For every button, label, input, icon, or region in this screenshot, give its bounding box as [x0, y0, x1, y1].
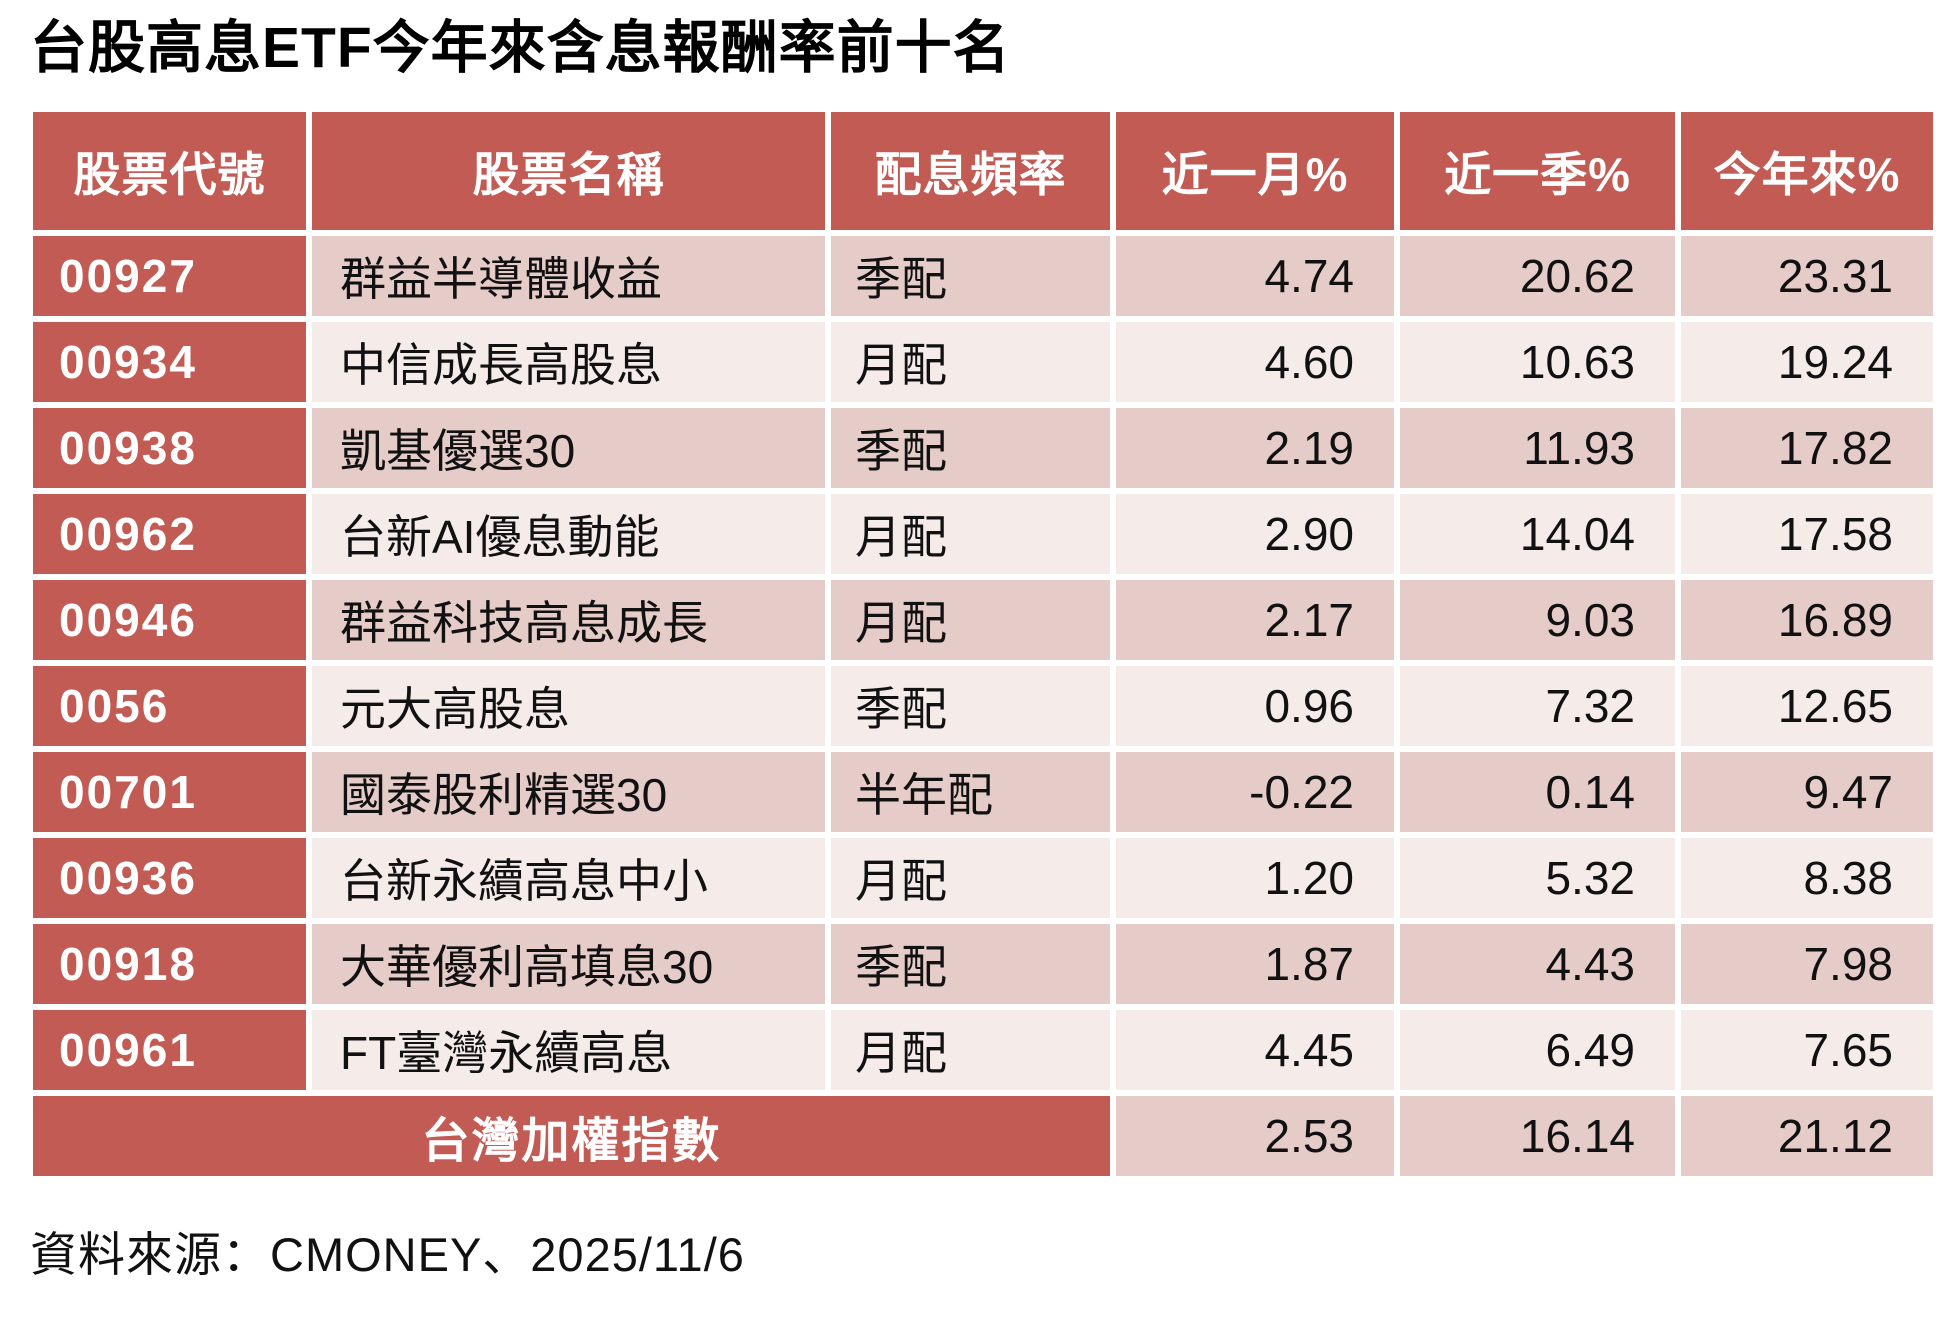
etf-code-cell: 00938: [33, 407, 306, 488]
column-header-stock-code: 股票代號: [33, 111, 306, 230]
data-source-note: 資料來源：CMONEY、2025/11/6: [30, 1227, 745, 1281]
etf-code-cell: 0056: [33, 665, 306, 746]
etf-1-month-value: 2.17: [1116, 579, 1394, 660]
etf-1-month-value: -0.22: [1116, 751, 1394, 832]
etf-code-cell: 00962: [33, 493, 306, 574]
column-header-dividend-frequency: 配息頻率: [831, 111, 1110, 230]
etf-name-cell: 群益科技高息成長: [312, 579, 825, 660]
benchmark-ytd-value: 21.12: [1681, 1095, 1933, 1176]
etf-1-quarter-value: 10.63: [1400, 321, 1675, 402]
table-body: 00927 群益半導體收益 季配 4.74 20.62 23.31 00934 中信成長高股息…: [33, 235, 1933, 1090]
etf-return-table: 股票代號 股票名稱 配息頻率 近一月% 近一季% 今年來% 00927 群益半導體…: [27, 106, 1939, 1182]
etf-1-quarter-value: 11.93: [1400, 407, 1675, 488]
etf-1-month-value: 2.90: [1116, 493, 1394, 574]
etf-1-quarter-value: 9.03: [1400, 579, 1675, 660]
table-row: 0056 元大高股息 季配 0.96 7.32 12.65: [33, 665, 1933, 746]
etf-1-month-value: 4.45: [1116, 1009, 1394, 1090]
table-row: 00938 凱基優選30 季配 2.19 11.93 17.82: [33, 407, 1933, 488]
etf-ytd-value: 17.58: [1681, 493, 1933, 574]
benchmark-label: 台灣加權指數: [33, 1095, 1110, 1176]
etf-frequency-cell: 季配: [831, 665, 1110, 746]
etf-frequency-cell: 季配: [831, 407, 1110, 488]
etf-name-cell: FT臺灣永續高息: [312, 1009, 825, 1090]
table-row: 00946 群益科技高息成長 月配 2.17 9.03 16.89: [33, 579, 1933, 660]
etf-1-quarter-value: 5.32: [1400, 837, 1675, 918]
etf-frequency-cell: 月配: [831, 1009, 1110, 1090]
etf-name-cell: 台新永續高息中小: [312, 837, 825, 918]
etf-code-cell: 00701: [33, 751, 306, 832]
page-title: 台股高息ETF今年來含息報酬率前十名: [30, 16, 1011, 80]
table-header-row: 股票代號 股票名稱 配息頻率 近一月% 近一季% 今年來%: [33, 111, 1933, 230]
etf-ytd-value: 8.38: [1681, 837, 1933, 918]
benchmark-1-quarter-value: 16.14: [1400, 1095, 1675, 1176]
etf-ytd-value: 7.65: [1681, 1009, 1933, 1090]
etf-ytd-value: 7.98: [1681, 923, 1933, 1004]
etf-frequency-cell: 半年配: [831, 751, 1110, 832]
benchmark-1-month-value: 2.53: [1116, 1095, 1394, 1176]
etf-ytd-value: 19.24: [1681, 321, 1933, 402]
etf-1-quarter-value: 4.43: [1400, 923, 1675, 1004]
table-row: 00934 中信成長高股息 月配 4.60 10.63 19.24: [33, 321, 1933, 402]
etf-1-month-value: 0.96: [1116, 665, 1394, 746]
column-header-stock-name: 股票名稱: [312, 111, 825, 230]
etf-frequency-cell: 月配: [831, 579, 1110, 660]
etf-code-cell: 00934: [33, 321, 306, 402]
etf-name-cell: 中信成長高股息: [312, 321, 825, 402]
table-row: 00701 國泰股利精選30 半年配 -0.22 0.14 9.47: [33, 751, 1933, 832]
etf-code-cell: 00961: [33, 1009, 306, 1090]
etf-ytd-value: 16.89: [1681, 579, 1933, 660]
etf-1-quarter-value: 6.49: [1400, 1009, 1675, 1090]
etf-name-cell: 元大高股息: [312, 665, 825, 746]
table-row: 00962 台新AI優息動能 月配 2.90 14.04 17.58: [33, 493, 1933, 574]
etf-code-cell: 00927: [33, 235, 306, 316]
etf-1-month-value: 1.87: [1116, 923, 1394, 1004]
etf-1-month-value: 2.19: [1116, 407, 1394, 488]
etf-name-cell: 台新AI優息動能: [312, 493, 825, 574]
etf-frequency-cell: 月配: [831, 837, 1110, 918]
table-row: 00927 群益半導體收益 季配 4.74 20.62 23.31: [33, 235, 1933, 316]
etf-ytd-value: 12.65: [1681, 665, 1933, 746]
table-row: 00961 FT臺灣永續高息 月配 4.45 6.49 7.65: [33, 1009, 1933, 1090]
benchmark-row: 台灣加權指數 2.53 16.14 21.12: [33, 1095, 1933, 1176]
etf-ytd-value: 9.47: [1681, 751, 1933, 832]
etf-name-cell: 國泰股利精選30: [312, 751, 825, 832]
etf-code-cell: 00936: [33, 837, 306, 918]
table-summary-body: 台灣加權指數 2.53 16.14 21.12: [33, 1095, 1933, 1176]
etf-name-cell: 大華優利高填息30: [312, 923, 825, 1004]
etf-code-cell: 00946: [33, 579, 306, 660]
etf-1-quarter-value: 20.62: [1400, 235, 1675, 316]
etf-ytd-value: 23.31: [1681, 235, 1933, 316]
etf-1-month-value: 4.60: [1116, 321, 1394, 402]
etf-1-quarter-value: 7.32: [1400, 665, 1675, 746]
etf-1-month-value: 4.74: [1116, 235, 1394, 316]
etf-code-cell: 00918: [33, 923, 306, 1004]
column-header-1-quarter-pct: 近一季%: [1400, 111, 1675, 230]
etf-1-month-value: 1.20: [1116, 837, 1394, 918]
table-row: 00936 台新永續高息中小 月配 1.20 5.32 8.38: [33, 837, 1933, 918]
table-row: 00918 大華優利高填息30 季配 1.87 4.43 7.98: [33, 923, 1933, 1004]
etf-ytd-value: 17.82: [1681, 407, 1933, 488]
etf-frequency-cell: 月配: [831, 493, 1110, 574]
etf-1-quarter-value: 14.04: [1400, 493, 1675, 574]
column-header-1-month-pct: 近一月%: [1116, 111, 1394, 230]
etf-1-quarter-value: 0.14: [1400, 751, 1675, 832]
etf-name-cell: 凱基優選30: [312, 407, 825, 488]
etf-frequency-cell: 季配: [831, 235, 1110, 316]
etf-frequency-cell: 季配: [831, 923, 1110, 1004]
column-header-ytd-pct: 今年來%: [1681, 111, 1933, 230]
etf-name-cell: 群益半導體收益: [312, 235, 825, 316]
etf-frequency-cell: 月配: [831, 321, 1110, 402]
